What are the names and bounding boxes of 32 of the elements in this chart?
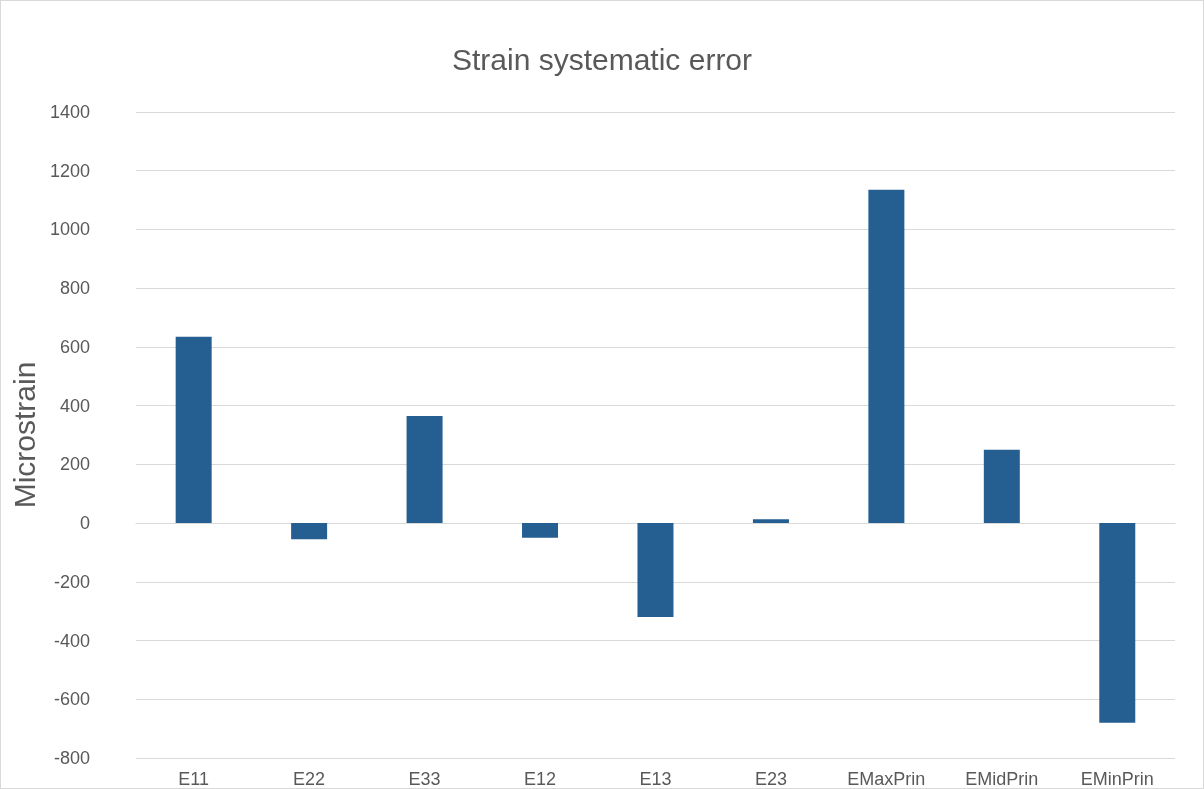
x-tick-label: E13 xyxy=(639,769,672,789)
bar xyxy=(406,415,443,524)
y-tick-label: 200 xyxy=(59,454,90,475)
bar xyxy=(175,336,212,524)
x-tick-label: EMaxPrin xyxy=(847,769,926,789)
x-tick-label: E22 xyxy=(293,769,326,789)
chart-title: Strain systematic error xyxy=(451,42,753,76)
bar xyxy=(868,189,905,524)
bar xyxy=(522,523,559,538)
y-tick-label: -200 xyxy=(53,571,90,592)
bar xyxy=(1099,523,1136,723)
y-tick-label: 1400 xyxy=(49,102,90,122)
y-tick-label: 1000 xyxy=(49,219,90,240)
x-tick-label: E33 xyxy=(408,769,441,789)
y-tick-label: -800 xyxy=(53,748,90,768)
y-axis-title: Microstrain xyxy=(7,361,41,509)
x-tick-label: EMinPrin xyxy=(1080,769,1154,789)
y-tick-label: 400 xyxy=(59,395,90,416)
y-tick-label: -400 xyxy=(53,630,90,651)
x-tick-label: E11 xyxy=(178,769,210,789)
bar xyxy=(637,523,674,618)
bar xyxy=(752,519,789,524)
x-tick-label: E23 xyxy=(754,769,787,789)
bar xyxy=(983,449,1020,524)
y-tick-label: 800 xyxy=(59,278,90,299)
y-tick-label: 0 xyxy=(79,513,90,534)
x-tick-label: E12 xyxy=(524,769,557,789)
y-tick-label: -600 xyxy=(53,689,90,710)
x-tick-label: EMidPrin xyxy=(965,769,1039,789)
bar xyxy=(291,523,328,540)
y-tick-label: 1200 xyxy=(49,160,90,181)
y-tick-label: 600 xyxy=(59,336,90,357)
